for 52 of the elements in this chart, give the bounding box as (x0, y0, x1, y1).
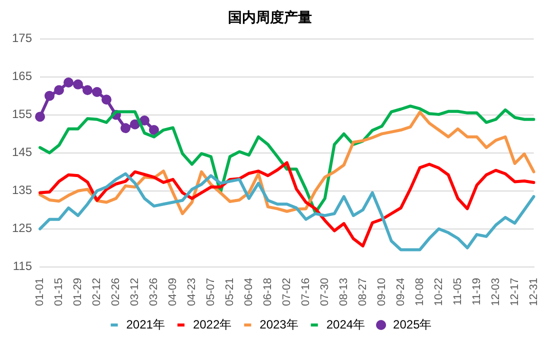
x-tick-label: 07-30 (318, 278, 331, 306)
x-tick-label: 11-19 (470, 278, 483, 306)
x-tick-label: 12-03 (490, 278, 502, 306)
legend-label: 2025年 (393, 317, 432, 332)
point (148, 125, 159, 136)
x-tick-label: 04-09 (166, 278, 179, 306)
x-tick-label: 07-02 (280, 278, 293, 306)
point (130, 119, 140, 130)
x-tick-label: 05-21 (224, 278, 236, 306)
y-tick-label: 145 (12, 145, 32, 160)
x-tick-label: 05-07 (204, 278, 217, 306)
point (35, 112, 46, 122)
x-tick-label: 02-12 (91, 278, 104, 306)
y-tick-label: 165 (12, 69, 32, 84)
legend-label: 2021年 (126, 317, 165, 332)
x-tick-label: 04-23 (186, 278, 198, 306)
x-tick-label: 03-26 (148, 278, 160, 306)
legend-label: 2022年 (192, 317, 232, 332)
x-tick-label: 08-13 (338, 278, 350, 306)
x-tick-label: 12-17 (508, 278, 521, 306)
x-tick-label: 08-27 (356, 278, 369, 306)
x-tick-label: 01-01 (34, 278, 46, 306)
x-tick-label: 12-31 (528, 278, 540, 306)
x-tick-label: 01-15 (53, 278, 66, 306)
y-tick-label: 115 (12, 259, 32, 274)
x-tick-label: 09-10 (376, 278, 388, 306)
y-tick-label: 175 (12, 31, 32, 46)
x-tick-label: 07-16 (300, 278, 312, 306)
point (139, 116, 150, 126)
x-tick-label: 06-04 (242, 278, 255, 306)
point (44, 90, 55, 101)
legend-label: 2023年 (260, 317, 298, 332)
point (73, 79, 84, 90)
x-tick-label: 03-12 (129, 278, 142, 306)
point (82, 85, 92, 96)
point (54, 85, 64, 96)
chart-title: 国内周度产量 (228, 9, 312, 26)
x-tick-label: 10-22 (432, 278, 445, 306)
legend-label: 2024年 (326, 317, 366, 332)
x-tick-label: 02-26 (110, 278, 122, 306)
y-tick-label: 125 (12, 221, 32, 236)
point (64, 78, 74, 88)
x-tick-label: 06-18 (262, 278, 274, 306)
x-tick-label: 10-08 (414, 278, 426, 306)
x-tick-label: 01-29 (72, 278, 84, 306)
point (101, 94, 112, 105)
point (120, 123, 130, 134)
x-tick-label: 11-05 (452, 278, 464, 306)
y-tick-label: 155 (12, 107, 32, 122)
point (92, 87, 102, 98)
y-tick-label: 135 (12, 183, 32, 198)
x-tick-label: 09-24 (394, 278, 407, 306)
